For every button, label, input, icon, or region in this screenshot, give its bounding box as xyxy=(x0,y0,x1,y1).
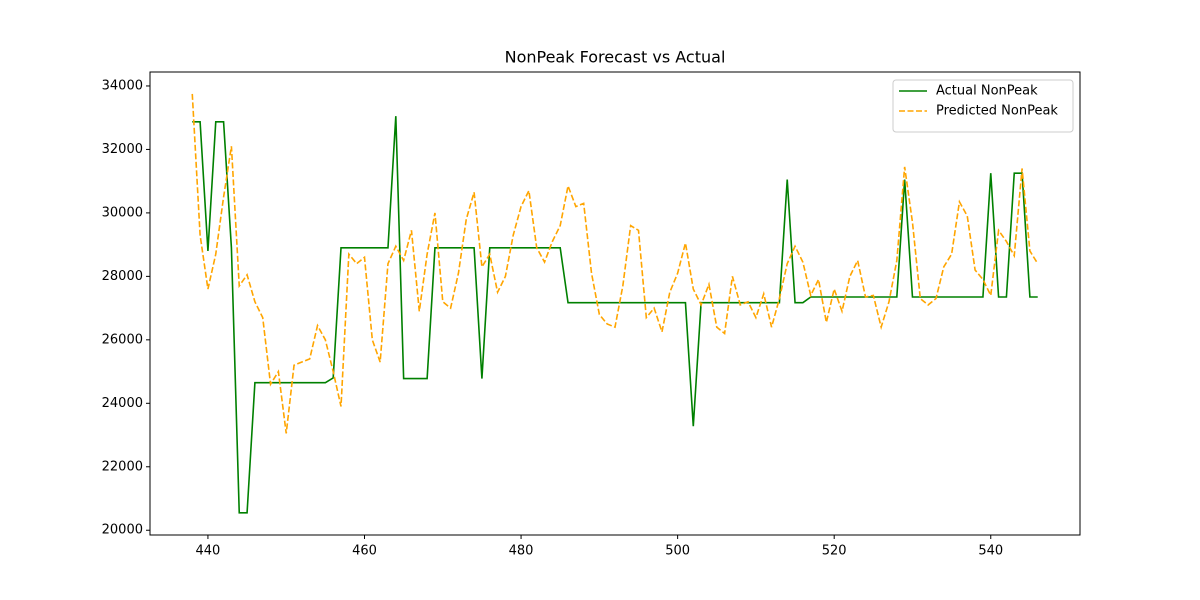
x-tick-label: 440 xyxy=(196,544,221,559)
y-tick-label: 34000 xyxy=(102,78,143,93)
legend-label: Predicted NonPeak xyxy=(936,104,1058,119)
x-tick-label: 520 xyxy=(822,544,847,559)
y-tick-label: 30000 xyxy=(102,205,143,220)
y-tick-label: 32000 xyxy=(102,142,143,157)
y-tick-label: 24000 xyxy=(102,396,143,411)
x-tick-label: 480 xyxy=(509,544,534,559)
legend-box xyxy=(892,79,1074,133)
y-tick-label: 28000 xyxy=(102,269,143,284)
y-tick-label: 20000 xyxy=(102,523,143,538)
x-tick-label: 500 xyxy=(665,544,690,559)
line-series xyxy=(192,116,1038,514)
x-tick-label: 460 xyxy=(352,544,377,559)
y-tick-label: 26000 xyxy=(102,332,143,347)
y-tick-label: 22000 xyxy=(102,459,143,474)
line-series xyxy=(191,93,1039,434)
chart-title: NonPeak Forecast vs Actual xyxy=(505,48,726,67)
legend-label: Actual NonPeak xyxy=(936,84,1038,99)
x-tick-label: 540 xyxy=(978,544,1003,559)
plot-frame xyxy=(149,71,1081,536)
